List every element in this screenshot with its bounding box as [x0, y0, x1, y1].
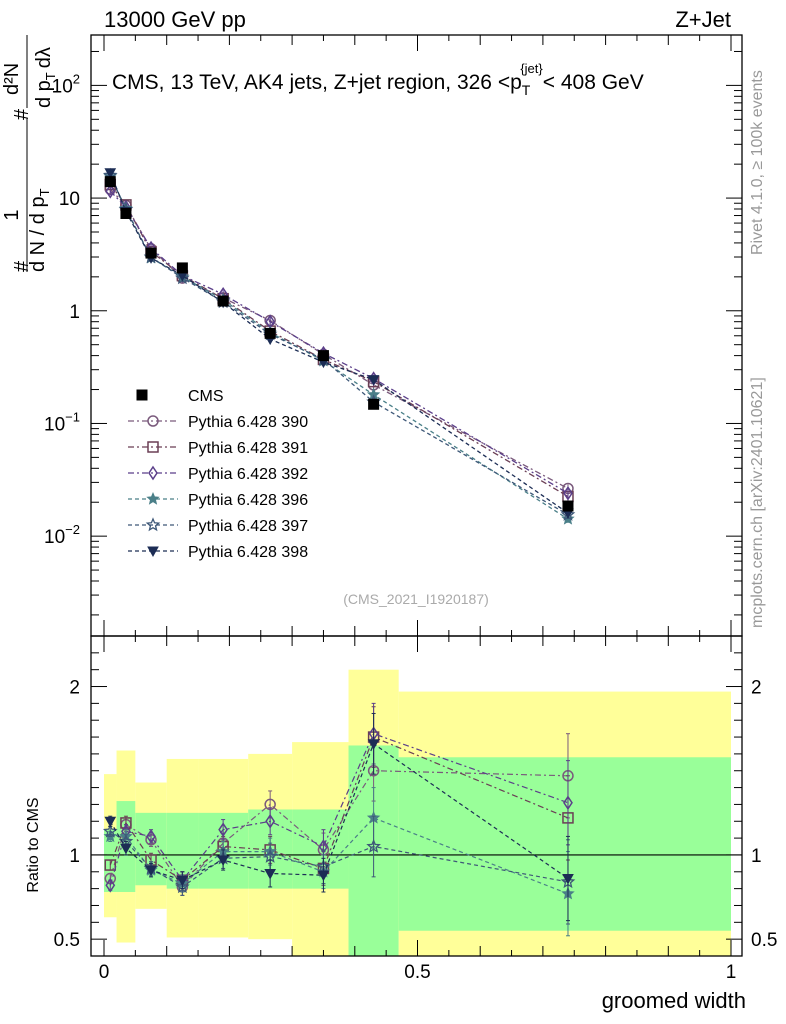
- cms-data-point: [176, 262, 188, 274]
- ratio-series-point: [104, 816, 117, 828]
- upper-series-4: [103, 169, 575, 525]
- upper-series-3: [105, 183, 573, 501]
- plot-title: CMS, 13 TeV, AK4 jets, Z+jet region, 326…: [112, 61, 644, 98]
- legend-label: Pythia 6.428 391: [188, 440, 308, 457]
- legend-label-cms: CMS: [188, 388, 224, 405]
- ratio-series-point: [176, 875, 189, 887]
- header-right: Z+Jet: [675, 7, 731, 32]
- ylabel-dpt-dlambda: d pTdλ: [33, 47, 58, 108]
- legend-label: Pythia 6.428 392: [188, 466, 308, 483]
- upper-series-6: [104, 168, 574, 520]
- cms-data-point: [562, 500, 574, 512]
- ylabel-one: 1: [1, 209, 23, 220]
- upper-y-tick-label: 10: [59, 189, 80, 210]
- cms-data-point: [104, 176, 116, 188]
- upper-y-tick-label: 10−1: [44, 409, 80, 435]
- upper-y-tick-label: 1: [69, 302, 80, 323]
- band-inner-bin: [398, 757, 731, 931]
- header-left: 13000 GeV pp: [104, 7, 246, 32]
- x-tick-label: 0.5: [404, 962, 430, 983]
- ratio-series-point: [366, 838, 381, 853]
- ratio-series-point: [145, 865, 157, 877]
- upper-y-tick-label: 102: [52, 71, 80, 97]
- ylabel-hash-2: #: [11, 108, 33, 120]
- legend-label: Pythia 6.428 397: [188, 518, 308, 535]
- ratio-series-point: [262, 848, 278, 863]
- upper-series-line: [109, 175, 569, 516]
- upper-y-axis-label: # 1 d N / d pT # d²N d pTdλ: [1, 35, 58, 272]
- ratio-series-point: [175, 879, 190, 894]
- legend-marker: [146, 491, 160, 505]
- mcplots-label: mcplots.cern.ch [arXiv:2401.10621]: [749, 377, 766, 628]
- upper-series-line: [109, 172, 569, 514]
- ylabel-dn-dpt: d N / d pT: [27, 188, 52, 272]
- cms-data-point: [264, 327, 276, 339]
- lower-y-tick-label-left: 0.5: [54, 930, 80, 951]
- lower-frame: [90, 635, 743, 957]
- upper-series-point: [367, 375, 380, 386]
- lower-y-tick-label-right: 2: [751, 678, 762, 699]
- ratio-series-point: [146, 829, 156, 844]
- ratio-series-point: [104, 859, 117, 871]
- ratio-uncertainty-bands: [91, 669, 742, 956]
- legend-label: Pythia 6.428 396: [188, 492, 308, 509]
- ratio-series-line: [109, 736, 569, 881]
- rivet-version-label: Rivet 4.1.0, ≥ 100k events: [749, 70, 766, 255]
- lower-y-tick-label-right: 0.5: [751, 930, 777, 951]
- legend-marker: [148, 465, 158, 481]
- upper-series-line: [109, 184, 569, 498]
- legend-label: Pythia 6.428 390: [188, 414, 308, 431]
- ratio-series-point: [563, 795, 573, 811]
- legend-marker: [147, 546, 159, 558]
- lower-y-tick-label-left: 1: [69, 846, 80, 867]
- x-axis-label: groomed width: [602, 988, 746, 1013]
- ratio-series-point: [367, 739, 380, 750]
- ratio-series-point: [265, 813, 276, 829]
- cms-data-point: [368, 398, 380, 410]
- ratio-series-point: [218, 822, 229, 838]
- legend-label: Pythia 6.428 398: [188, 544, 308, 561]
- ratio-series-point: [562, 874, 574, 885]
- legend-marker: [145, 517, 161, 532]
- ylabel-d2n: d²N: [1, 63, 23, 95]
- lower-y-tick-label-right: 1: [751, 846, 762, 867]
- ratio-series-point: [317, 870, 330, 882]
- upper-series-line: [109, 188, 569, 490]
- x-tick-label: 0: [99, 962, 110, 983]
- ratio-series-6: [104, 712, 574, 922]
- ratio-series-point: [105, 877, 116, 893]
- cms-data-points: [104, 176, 574, 512]
- legend: CMS Pythia 6.428 390 Pythia 6.428 391 Pythi…: [128, 388, 308, 561]
- plot-axes: 0 0.5 1 10−2 10−1 1 10 102 0.5 0.5 1 1 2 2: [44, 34, 777, 983]
- ratio-series-point: [264, 868, 277, 880]
- upper-series-point: [563, 485, 573, 501]
- upper-series-line: [109, 176, 569, 520]
- legend-marker-cms: [136, 389, 148, 401]
- legend-marker: [147, 441, 159, 453]
- ratio-series-point: [217, 855, 229, 867]
- upper-series-point: [104, 168, 117, 179]
- lower-y-axis-label: Ratio to CMS: [25, 797, 42, 892]
- cms-data-point: [145, 247, 157, 259]
- upper-series-5: [102, 167, 576, 521]
- upper-series-point: [105, 183, 116, 199]
- cms-data-point: [317, 350, 329, 362]
- legend-marker: [147, 415, 159, 427]
- cms-data-point: [120, 207, 132, 219]
- analysis-watermark: (CMS_2021_I1920187): [343, 591, 489, 607]
- x-tick-label: 1: [726, 962, 737, 983]
- ratio-series-point: [120, 843, 132, 855]
- upper-y-tick-label: 10−2: [44, 522, 80, 548]
- cms-data-point: [217, 295, 229, 307]
- upper-series-line: [109, 190, 569, 494]
- lower-y-tick-label-left: 2: [69, 678, 80, 699]
